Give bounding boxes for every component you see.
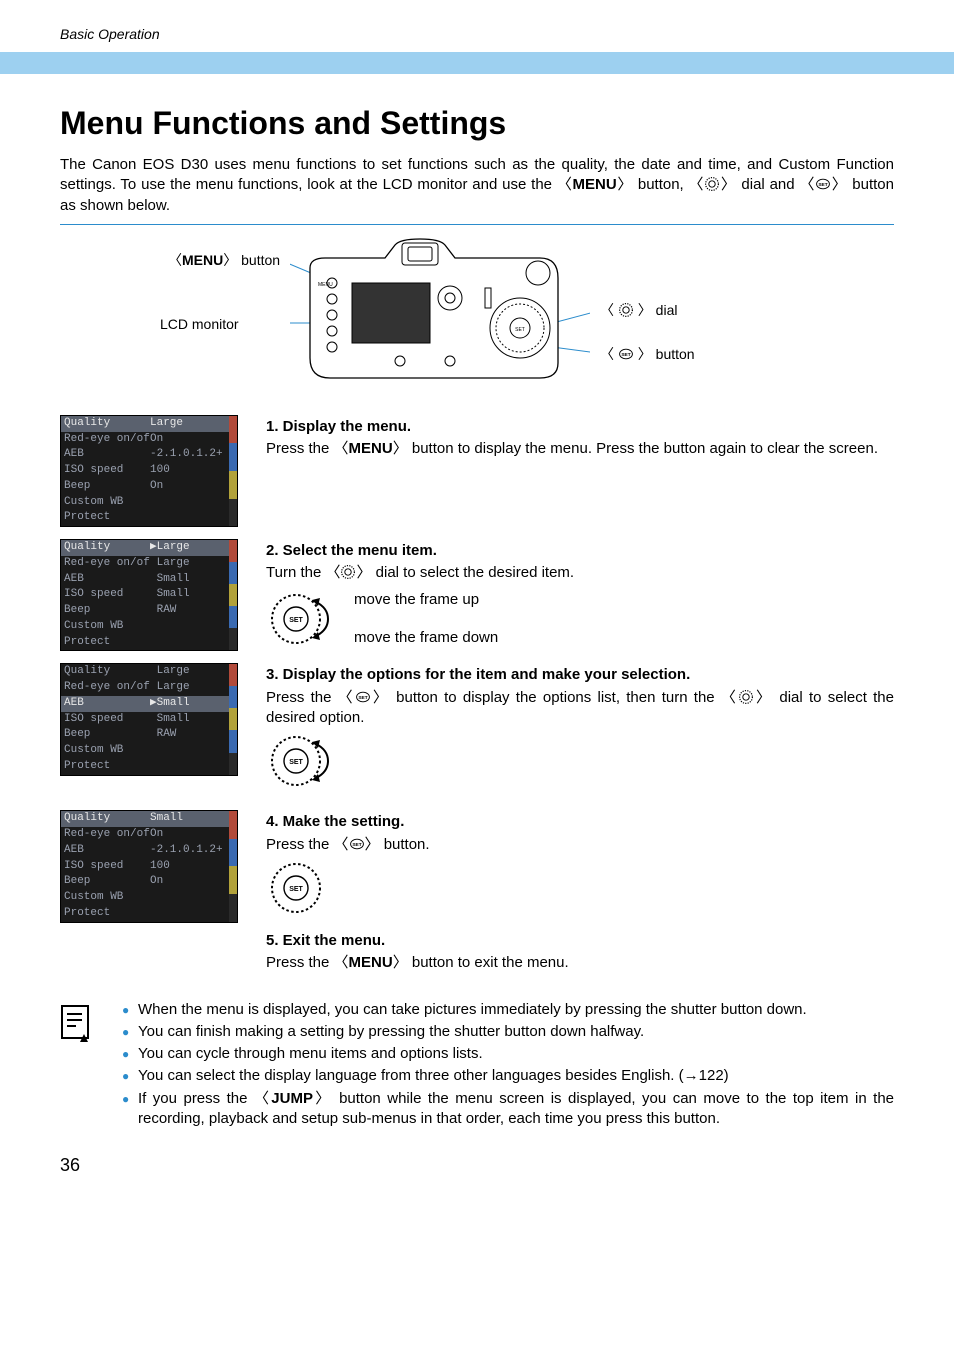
notes-block: When the menu is displayed, you can take… <box>60 1000 894 1132</box>
note-item: You can select the display language from… <box>122 1066 894 1086</box>
intro-text-3: 〉 dial and 〈 <box>720 176 815 193</box>
step-3: Quality LargeRed-eye on/off LargeAEB▶Sma… <box>60 663 894 798</box>
note-item: You can finish making a setting by press… <box>122 1022 894 1042</box>
move-up-label: move the frame up <box>354 590 498 610</box>
lcd-row: Custom WB <box>61 743 237 759</box>
lcd-row: Beep RAW <box>61 603 237 619</box>
lcd-row: Red-eye on/off Large <box>61 556 237 572</box>
dial-with-arrows-icon: SET <box>266 590 342 648</box>
svg-text:SET: SET <box>289 759 303 766</box>
step-4-text: 4. Make the setting. Press the 〈SET〉 but… <box>266 810 894 973</box>
svg-text:SET: SET <box>818 182 827 188</box>
lcd-row: Beep RAW <box>61 727 237 743</box>
lcd-row: AEB Small <box>61 572 237 588</box>
lcd-screen-2: Quality▶LargeRed-eye on/off LargeAEB Sma… <box>60 539 238 651</box>
lcd-row: Custom WB <box>61 890 237 906</box>
header-bar <box>0 52 954 74</box>
camera-illustration: MENU SET <box>290 233 590 393</box>
lcd-row: QualitySmall <box>61 811 237 827</box>
lcd-row: Protect <box>61 759 237 775</box>
step-5-body: Press the 〈MENU〉 button to exit the menu… <box>266 953 894 973</box>
lcd-row: Custom WB <box>61 495 237 511</box>
lcd-screen-4: QualitySmallRed-eye on/offOnAEB-2.1.0.1.… <box>60 810 238 922</box>
svg-text:SET: SET <box>289 617 303 624</box>
step-4-body: Press the 〈SET〉 button. <box>266 835 894 855</box>
step-2-body: Turn the 〈〉 dial to select the desired i… <box>266 563 894 583</box>
intro-paragraph: The Canon EOS D30 uses menu functions to… <box>60 155 894 216</box>
step-3-title: 3. Display the options for the item and … <box>266 665 894 685</box>
page-number: 36 <box>60 1153 894 1177</box>
step-4-title: 4. Make the setting. <box>266 812 894 832</box>
lcd-row: AEB-2.1.0.1.2+ <box>61 447 237 463</box>
lcd-row: Red-eye on/off Large <box>61 680 237 696</box>
step-1-text: 1. Display the menu. Press the 〈MENU〉 bu… <box>266 415 894 460</box>
step-3-text: 3. Display the options for the item and … <box>266 663 894 798</box>
lcd-row: ISO speed Small <box>61 587 237 603</box>
svg-text:SET: SET <box>358 695 367 701</box>
note-item: When the menu is displayed, you can take… <box>122 1000 894 1020</box>
step-4: QualitySmallRed-eye on/offOnAEB-2.1.0.1.… <box>60 810 894 973</box>
dial-icon <box>738 689 754 705</box>
step-2: Quality▶LargeRed-eye on/off LargeAEB Sma… <box>60 539 894 651</box>
note-item: You can cycle through menu items and opt… <box>122 1044 894 1064</box>
step-3-body: Press the 〈SET〉 button to display the op… <box>266 688 894 729</box>
lcd-row: Protect <box>61 906 237 922</box>
steps: QualityLargeRed-eye on/offOnAEB-2.1.0.1.… <box>60 415 894 974</box>
lcd-row: Protect <box>61 635 237 651</box>
page-title: Menu Functions and Settings <box>60 102 894 145</box>
step-5-title: 5. Exit the menu. <box>266 931 894 951</box>
dial-with-arrows-icon: SET <box>266 732 342 790</box>
dial-icon <box>340 564 356 580</box>
set-icon: SET <box>815 176 831 192</box>
lcd-row: ISO speed100 <box>61 859 237 875</box>
lcd-row: Red-eye on/offOn <box>61 827 237 843</box>
lcd-row: BeepOn <box>61 479 237 495</box>
lcd-row: Red-eye on/offOn <box>61 432 237 448</box>
svg-text:MENU: MENU <box>318 282 333 288</box>
callout-set: 〈 SET 〉 button <box>600 345 695 364</box>
lcd-row: Quality Large <box>61 664 237 680</box>
notes-list: When the menu is displayed, you can take… <box>122 1000 894 1132</box>
lcd-row: QualityLarge <box>61 416 237 432</box>
lcd-row: BeepOn <box>61 874 237 890</box>
dial-icon-large: SET <box>266 859 326 917</box>
callout-lcd: LCD monitor <box>160 315 239 334</box>
callout-dial: 〈 〉 dial <box>600 301 677 320</box>
dial-icon <box>704 176 720 192</box>
page: Basic Operation Menu Functions and Setti… <box>0 0 954 1197</box>
note-icon <box>60 1000 100 1050</box>
step-2-title: 2. Select the menu item. <box>266 541 894 561</box>
svg-text:SET: SET <box>515 327 525 333</box>
move-down-label: move the frame down <box>354 628 498 648</box>
callout-menu: 〈MENU〉 button <box>168 251 280 270</box>
lcd-row: Quality▶Large <box>61 540 237 556</box>
lcd-row: AEB▶Small <box>61 696 237 712</box>
lcd-screen-1: QualityLargeRed-eye on/offOnAEB-2.1.0.1.… <box>60 415 238 527</box>
step-1: QualityLargeRed-eye on/offOnAEB-2.1.0.1.… <box>60 415 894 527</box>
lcd-row: ISO speed100 <box>61 463 237 479</box>
lcd-row: AEB-2.1.0.1.2+ <box>61 843 237 859</box>
set-icon: SET <box>355 689 371 705</box>
lcd-row: Custom WB <box>61 619 237 635</box>
camera-diagram: 〈MENU〉 button LCD monitor 〈 〉 dial 〈 SET… <box>60 233 894 403</box>
lcd-screen-3: Quality LargeRed-eye on/off LargeAEB▶Sma… <box>60 663 238 775</box>
step-1-body: Press the 〈MENU〉 button to display the m… <box>266 439 894 459</box>
svg-text:SET: SET <box>352 842 361 848</box>
lcd-row: ISO speed Small <box>61 712 237 728</box>
svg-text:SET: SET <box>289 886 303 893</box>
step-2-text: 2. Select the menu item. Turn the 〈〉 dia… <box>266 539 894 648</box>
divider <box>60 224 894 225</box>
intro-text-2: 〉 button, 〈 <box>617 176 705 193</box>
note-item: If you press the 〈JUMP〉 button while the… <box>122 1089 894 1130</box>
lcd-row: Protect <box>61 510 237 526</box>
set-icon: SET <box>349 836 365 852</box>
svg-text:SET: SET <box>621 352 630 358</box>
step-1-title: 1. Display the menu. <box>266 417 894 437</box>
section-header: Basic Operation <box>60 25 894 44</box>
intro-menu-word: MENU <box>573 176 617 193</box>
